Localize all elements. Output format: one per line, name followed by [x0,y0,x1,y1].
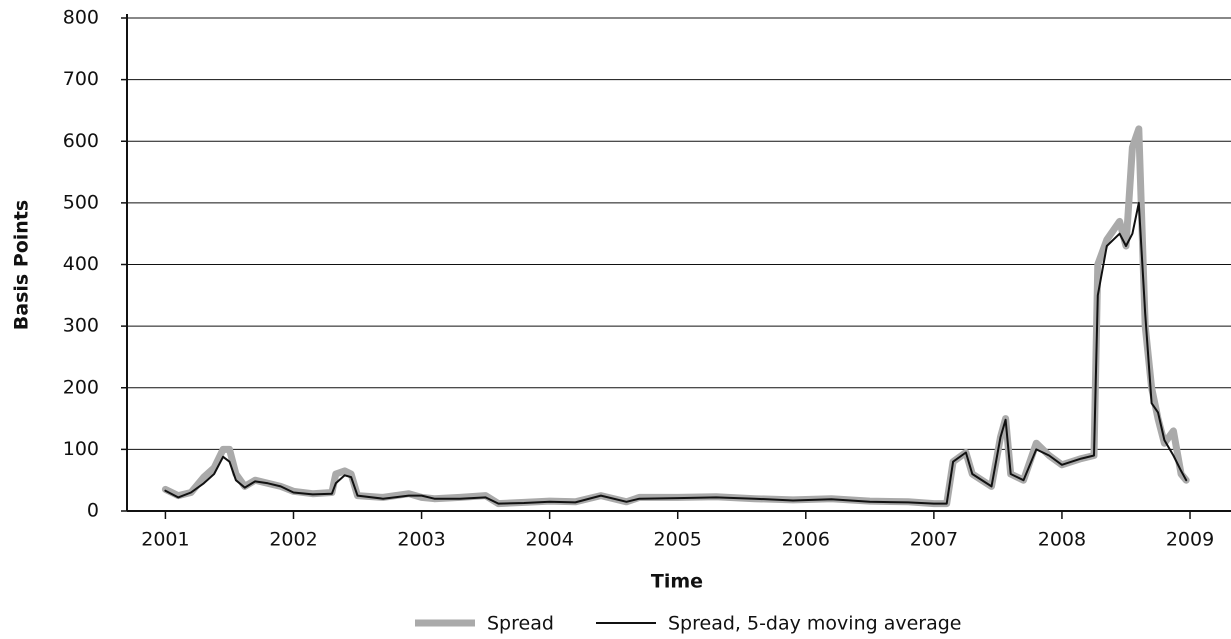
y-tick-label: 500 [63,191,99,213]
y-tick-label: 700 [63,68,99,90]
y-tick-label: 300 [63,315,99,337]
series-line [164,201,1188,505]
series-line [161,125,1190,508]
x-tick-label: 2005 [654,529,702,551]
y-tick-label: 100 [63,438,99,460]
y-tick-label: 0 [87,500,99,522]
y-tick-label: 600 [63,130,99,152]
legend-label: Spread [487,613,554,635]
y-axis-label: Basis Points [11,200,33,330]
x-axis-label: Time [651,571,703,593]
x-tick-label: 2009 [1166,529,1214,551]
y-tick-label: 400 [63,253,99,275]
x-tick-label: 2002 [269,529,317,551]
y-tick-label: 200 [63,376,99,398]
x-tick-label: 2008 [1038,529,1086,551]
x-tick-label: 2004 [525,529,573,551]
x-tick-label: 2001 [141,529,189,551]
x-tick-label: 2007 [910,529,958,551]
x-tick-label: 2006 [782,529,830,551]
y-tick-label: 800 [63,7,99,29]
x-tick-label: 2003 [397,529,445,551]
legend-label: Spread, 5-day moving average [668,613,962,635]
